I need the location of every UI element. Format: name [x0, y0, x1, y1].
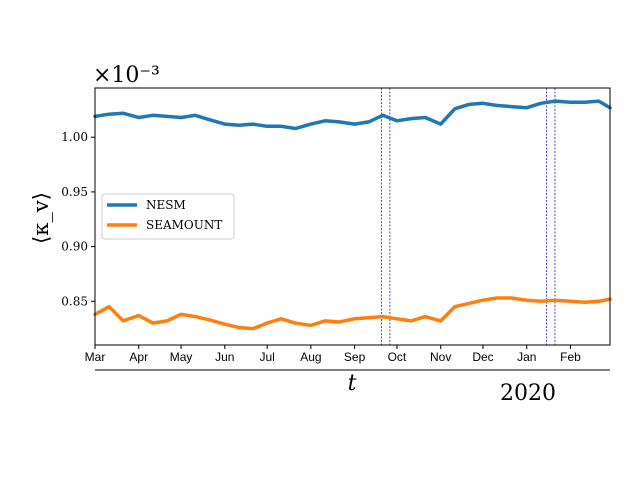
- y-tick-label-1: 0.90: [61, 240, 88, 254]
- y-tick-label-3: 1.00: [61, 130, 88, 144]
- y-axis-label: ⟨κ_v⟩: [29, 192, 53, 244]
- x-axis-label: t: [348, 371, 357, 396]
- vertical-marker-lines: [381, 88, 556, 345]
- x-tick-label-0: Mar: [85, 350, 106, 364]
- x-tick-label-6: Sep: [344, 350, 366, 364]
- series-line-seamount: [93, 296, 612, 331]
- x-axis: Mar Apr May Jun Jul Aug Sep Oct Nov Dec Jan Feb: [85, 345, 581, 364]
- plot-frame: [94, 87, 611, 346]
- legend-label-seamount: SEAMOUNT: [146, 218, 222, 232]
- x-tick-label-4: Jul: [259, 350, 274, 364]
- legend: NESM SEAMOUNT: [101, 193, 235, 240]
- series-lines: [93, 99, 612, 331]
- y-tick-label-0: 0.85: [61, 294, 88, 308]
- x-tick-label-2: May: [170, 350, 193, 364]
- y-multiplier-label: ×10⁻³: [93, 63, 160, 88]
- x-tick-label-8: Nov: [430, 350, 451, 364]
- series-line-nesm: [93, 99, 612, 131]
- x-tick-label-10: Jan: [517, 350, 536, 364]
- x-tick-label-1: Apr: [129, 350, 148, 364]
- y-tick-label-2: 0.95: [61, 185, 88, 199]
- x-tick-label-3: Jun: [215, 350, 234, 364]
- legend-label-nesm: NESM: [146, 198, 186, 212]
- x-tick-label-11: Feb: [560, 350, 581, 364]
- x-tick-label-9: Dec: [472, 350, 493, 364]
- x-year-label: 2020: [500, 381, 556, 406]
- x-tick-label-5: Aug: [300, 350, 321, 364]
- y-axis: 0.85 0.90 0.95 1.00: [61, 130, 95, 308]
- x-tick-label-7: Oct: [388, 350, 407, 364]
